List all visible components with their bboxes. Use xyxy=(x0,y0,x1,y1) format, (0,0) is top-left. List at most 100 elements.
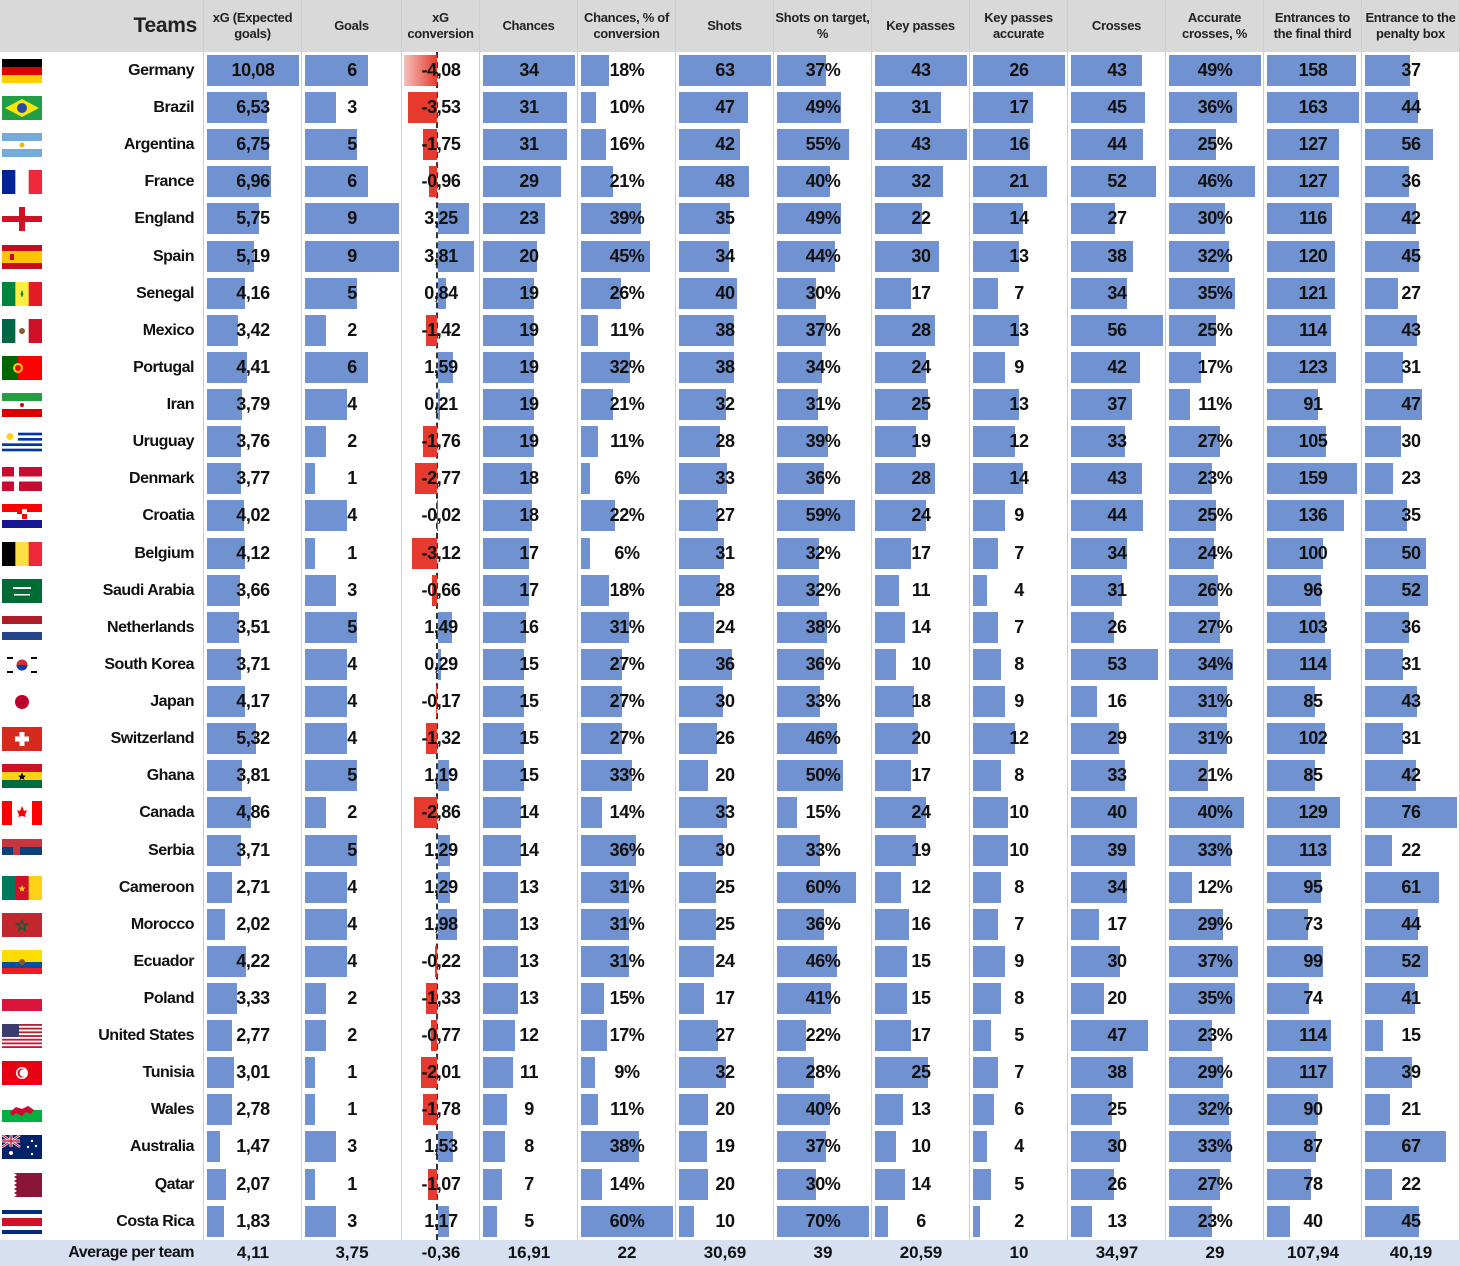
goals-value: 1 xyxy=(347,1099,357,1120)
chance_conv-value: 32% xyxy=(609,356,645,377)
acc_cross-bar xyxy=(1169,611,1220,643)
key_passes-value: 10 xyxy=(911,1136,931,1157)
final_third-value: 163 xyxy=(1298,97,1328,118)
sot-bar xyxy=(777,1057,814,1089)
xg-bar xyxy=(207,648,241,680)
chance_conv-bar xyxy=(581,648,623,680)
xgconv-value: 1,98 xyxy=(424,913,458,934)
shots-value: 20 xyxy=(715,1099,735,1120)
spain-flag-icon xyxy=(2,244,42,269)
shots-value: 27 xyxy=(715,505,735,526)
xgconv-bar xyxy=(438,1131,453,1163)
pen_box-bar xyxy=(1365,426,1402,458)
xg-bar xyxy=(207,351,248,383)
team-name: Portugal xyxy=(133,358,194,376)
kp_acc-bar xyxy=(973,92,1034,124)
sot-value: 30% xyxy=(805,1173,841,1194)
table-row: Portugal 4,41 6 19 32% 38 34% 24 9 42 17% 123 31 1,59 xyxy=(0,349,1460,386)
chance_conv-value: 15% xyxy=(609,988,645,1008)
sot-value: 37% xyxy=(805,319,841,340)
shots-value: 34 xyxy=(715,245,735,266)
chances-value: 17 xyxy=(519,542,539,563)
final_third-bar xyxy=(1267,92,1359,124)
crosses-bar xyxy=(1071,1094,1113,1126)
goals-bar xyxy=(305,1168,316,1200)
table-row: Denmark 3,77 1 18 6% 33 36% 28 14 43 23% 159 23 -2,77 xyxy=(0,460,1460,497)
table-row: Ghana 3,81 5 15 33% 20 50% 17 8 33 21% 85 42 1,19 xyxy=(0,757,1460,794)
chance_conv-bar xyxy=(581,834,637,866)
table-row: Uruguay 3,76 2 19 11% 28 39% 19 12 33 27% 105 30 -1,7… xyxy=(0,423,1460,460)
key_passes-bar xyxy=(875,1057,929,1089)
pen_box-bar xyxy=(1365,945,1428,977)
pen_box-bar xyxy=(1365,908,1419,940)
sot-value: 33% xyxy=(805,839,841,860)
key_passes-bar xyxy=(875,92,942,124)
acc_cross-bar xyxy=(1169,426,1220,458)
sot-bar xyxy=(777,723,838,755)
pen_box-bar xyxy=(1365,797,1457,829)
xg-bar xyxy=(207,945,246,977)
xgconv-bar xyxy=(429,166,437,198)
header-team: Teams xyxy=(0,0,203,52)
crosses-bar xyxy=(1071,426,1126,458)
xg-value: 2,71 xyxy=(236,876,270,897)
australia-flag-icon xyxy=(2,1135,42,1160)
chance_conv-value: 10% xyxy=(609,97,645,118)
key_passes-value: 15 xyxy=(911,988,931,1008)
kp_acc-value: 7 xyxy=(1014,542,1024,563)
shots-value: 38 xyxy=(715,319,735,340)
goals-value: 5 xyxy=(347,282,357,303)
final_third-value: 105 xyxy=(1298,431,1328,452)
goals-bar xyxy=(305,426,326,458)
pen_box-bar xyxy=(1365,389,1422,421)
team-name: Uruguay xyxy=(132,433,195,451)
key_passes-bar xyxy=(875,983,908,1014)
xg-bar xyxy=(207,314,239,346)
crosses-bar xyxy=(1071,55,1142,86)
chance_conv-bar xyxy=(581,426,598,458)
final_third-value: 87 xyxy=(1303,1136,1323,1157)
chances-value: 31 xyxy=(519,97,539,118)
acc_cross-bar xyxy=(1169,129,1216,161)
goals-bar xyxy=(305,723,347,755)
xgconv-bar xyxy=(422,129,437,161)
xgconv-bar xyxy=(438,203,470,235)
xgconv-bar xyxy=(438,834,451,866)
chances-value: 18 xyxy=(519,505,539,526)
final_third-value: 114 xyxy=(1299,1025,1327,1046)
goals-value: 1 xyxy=(347,468,357,489)
xg-bar xyxy=(207,1131,221,1163)
xgconv-value: 3,81 xyxy=(424,245,458,266)
chances-bar xyxy=(483,1057,513,1089)
pen_box-value: 52 xyxy=(1401,579,1421,600)
header-shots: Shots xyxy=(676,0,773,52)
xg-bar xyxy=(207,983,238,1014)
final_third-bar xyxy=(1267,834,1331,866)
table-row: Australia 1,47 3 8 38% 19 37% 10 4 30 33% 87 67 1,53 xyxy=(0,1128,1460,1165)
acc_cross-bar xyxy=(1169,1057,1224,1089)
xgconv-value: -4,08 xyxy=(421,60,461,80)
xg-value: 2,78 xyxy=(236,1099,270,1120)
crosses-value: 17 xyxy=(1107,913,1127,934)
goals-value: 5 xyxy=(347,616,357,637)
pen_box-bar xyxy=(1365,871,1439,903)
final_third-value: 159 xyxy=(1298,468,1328,489)
brazil-flag-icon xyxy=(2,96,42,121)
acc_cross-value: 12% xyxy=(1197,876,1233,897)
kp_acc-bar xyxy=(973,389,1019,421)
sot-bar xyxy=(777,129,850,161)
shots-value: 31 xyxy=(715,542,735,563)
xgconv-bar xyxy=(411,537,437,569)
kp_acc-value: 9 xyxy=(1014,505,1024,526)
xg-value: 1,47 xyxy=(236,1136,270,1157)
chances-bar xyxy=(483,55,575,86)
pen_box-value: 21 xyxy=(1401,1099,1421,1120)
key_passes-bar xyxy=(875,760,912,792)
chance_conv-value: 18% xyxy=(609,60,645,80)
sot-bar xyxy=(777,834,821,866)
kp_acc-value: 4 xyxy=(1014,579,1024,600)
key_passes-bar xyxy=(875,1168,905,1200)
kp_acc-bar xyxy=(973,871,1002,903)
acc_cross-bar xyxy=(1169,1205,1213,1237)
denmark-flag-icon xyxy=(2,467,42,492)
